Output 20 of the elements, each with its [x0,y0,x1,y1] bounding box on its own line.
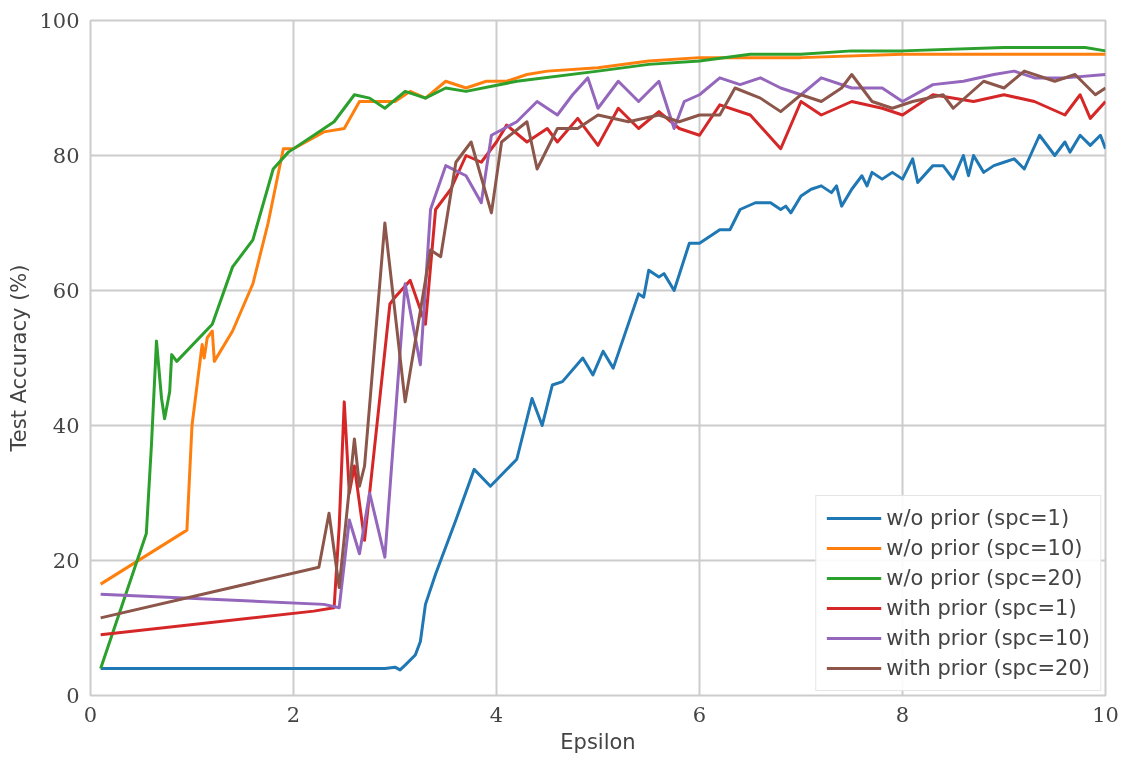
x-tick-label: 6 [692,702,707,727]
y-tick-label: 100 [39,9,80,33]
legend-label: w/o prior (spc=1) [886,506,1070,530]
y-tick-label: 0 [66,684,80,708]
y-tick-label: 40 [52,414,80,438]
y-tick-label: 80 [52,144,80,168]
x-axis-title: Epsilon [560,729,636,754]
y-axis-title: Test Accuracy (%) [7,264,32,453]
legend-label: w/o prior (spc=10) [886,536,1083,560]
y-tick-label: 60 [52,279,80,303]
legend-label: with prior (spc=20) [886,656,1090,680]
legend-label: w/o prior (spc=20) [886,566,1083,590]
legend-label: with prior (spc=10) [886,626,1090,650]
x-tick-label: 2 [286,702,301,727]
legend-label: with prior (spc=1) [886,596,1077,620]
x-tick-label: 0 [83,702,98,727]
x-tick-label: 8 [895,702,910,727]
x-tick-label: 4 [489,702,504,727]
x-tick-label: 10 [1092,702,1119,727]
y-tick-label: 20 [52,549,80,573]
